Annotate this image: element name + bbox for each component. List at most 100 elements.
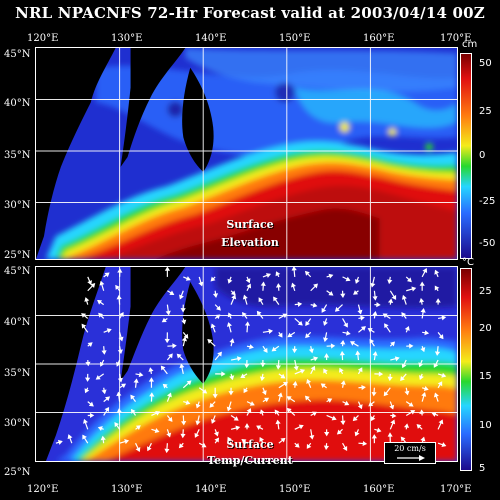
- current-vector-head: [275, 419, 281, 425]
- current-vector-head: [298, 424, 304, 430]
- current-vector-head: [434, 351, 441, 356]
- current-vector-head: [339, 350, 345, 356]
- current-vector-head: [389, 404, 395, 410]
- current-vector-head: [372, 310, 378, 316]
- current-vector-head: [148, 367, 154, 372]
- elevation-tick-neg25: -25: [479, 196, 496, 207]
- current-vector-head: [228, 391, 234, 396]
- current-vector-head: [149, 392, 155, 397]
- current-vector-head: [287, 332, 293, 338]
- current-vector-head: [438, 334, 444, 340]
- current-vector-head: [210, 276, 216, 282]
- current-vector-head: [260, 362, 266, 368]
- current-vector-head: [387, 432, 393, 437]
- current-vector-head: [87, 342, 93, 347]
- current-vector-head: [87, 280, 92, 286]
- current-vector-head: [275, 271, 281, 277]
- current-vector-head: [416, 424, 422, 429]
- current-vector-head: [387, 376, 393, 382]
- current-vector-head: [350, 341, 356, 346]
- current-vector-head: [179, 363, 185, 369]
- current-vector-head: [306, 443, 312, 449]
- current-vector-head: [370, 416, 376, 422]
- elevation-tick-25: 25: [479, 106, 492, 117]
- lat-label-40-bottom: 40°N: [4, 317, 31, 328]
- current-vector-head: [400, 436, 406, 442]
- current-vector-head: [354, 431, 360, 437]
- current-vector-head: [258, 297, 264, 303]
- temp-label-line2: Temp/Current: [207, 454, 293, 467]
- current-vector-head: [90, 282, 96, 288]
- elevation-tick-0: 0: [479, 150, 486, 161]
- current-vector-head: [406, 277, 412, 283]
- current-vector-head: [403, 423, 410, 428]
- temperature-colorbar: [460, 268, 472, 471]
- current-vector-head: [97, 426, 103, 431]
- current-vector-head: [259, 376, 265, 382]
- current-vector-head: [339, 367, 344, 373]
- current-vector-head: [308, 348, 314, 354]
- current-vector-head: [286, 407, 292, 413]
- current-vector-head: [401, 363, 407, 369]
- current-vector-head: [84, 388, 90, 394]
- current-vector-head: [271, 346, 277, 352]
- current-vector-head: [371, 392, 377, 397]
- current-vector-head: [331, 415, 337, 421]
- current-vector-head: [160, 365, 166, 371]
- current-vector-head: [241, 439, 247, 444]
- current-vector-head: [313, 283, 318, 289]
- current-vector-head: [227, 278, 233, 284]
- lon-label-120: 120°E: [27, 33, 59, 44]
- current-vector-head: [387, 298, 394, 304]
- current-vector-head: [441, 442, 447, 448]
- current-vector-head: [378, 371, 384, 377]
- current-vector-head: [212, 394, 218, 399]
- current-vector-head: [340, 420, 346, 426]
- current-vector-head: [260, 281, 266, 287]
- current-vector-head: [98, 312, 104, 318]
- current-vector-head: [240, 373, 246, 378]
- current-vector-head: [371, 434, 377, 439]
- current-vector-head: [321, 307, 327, 313]
- current-vector-head: [441, 315, 447, 321]
- map-title: NRL NPACNFS 72-Hr Forecast valid at 2003…: [15, 4, 485, 22]
- current-vector-head: [334, 306, 340, 312]
- vector-scale-label: 20 cm/s: [394, 444, 426, 453]
- current-vector-head: [227, 312, 233, 318]
- current-vector-head: [117, 349, 123, 355]
- current-vector-head: [294, 442, 300, 448]
- current-vector-head: [82, 434, 87, 440]
- current-vector-head: [263, 347, 268, 353]
- current-vector-head: [233, 416, 239, 421]
- current-vector-head: [277, 332, 283, 338]
- lat-label-30-top: 30°N: [4, 200, 31, 211]
- current-vector-head: [106, 328, 112, 334]
- current-vector-head: [172, 343, 177, 349]
- current-vector-head: [249, 401, 255, 406]
- current-vector-head: [57, 439, 63, 445]
- current-vector-head: [360, 315, 365, 321]
- current-vector-head: [275, 283, 282, 288]
- current-vector-head: [382, 313, 388, 318]
- current-vector-head: [274, 409, 280, 415]
- current-vector-head: [180, 433, 186, 439]
- current-vector-head: [116, 294, 122, 300]
- current-vector-head: [121, 383, 127, 389]
- current-vector-head: [99, 280, 105, 286]
- current-vector-head: [323, 368, 328, 374]
- current-vector-head: [216, 305, 221, 311]
- temp-label-line1: Surface: [226, 438, 274, 451]
- lon-label-160-bottom: 160°E: [363, 484, 395, 495]
- elevation-colorbar: [460, 53, 472, 259]
- current-vector-head: [244, 321, 250, 326]
- current-vector-head: [130, 394, 136, 400]
- current-vector-head: [310, 365, 316, 371]
- current-vector-head: [420, 347, 426, 353]
- current-vector-head: [165, 310, 171, 316]
- current-vector-head: [340, 293, 346, 299]
- current-vector-head: [104, 406, 110, 412]
- current-vector-head: [421, 391, 427, 397]
- current-vector-head: [290, 282, 296, 288]
- current-vector-head: [434, 269, 440, 275]
- current-vector-head: [293, 365, 299, 371]
